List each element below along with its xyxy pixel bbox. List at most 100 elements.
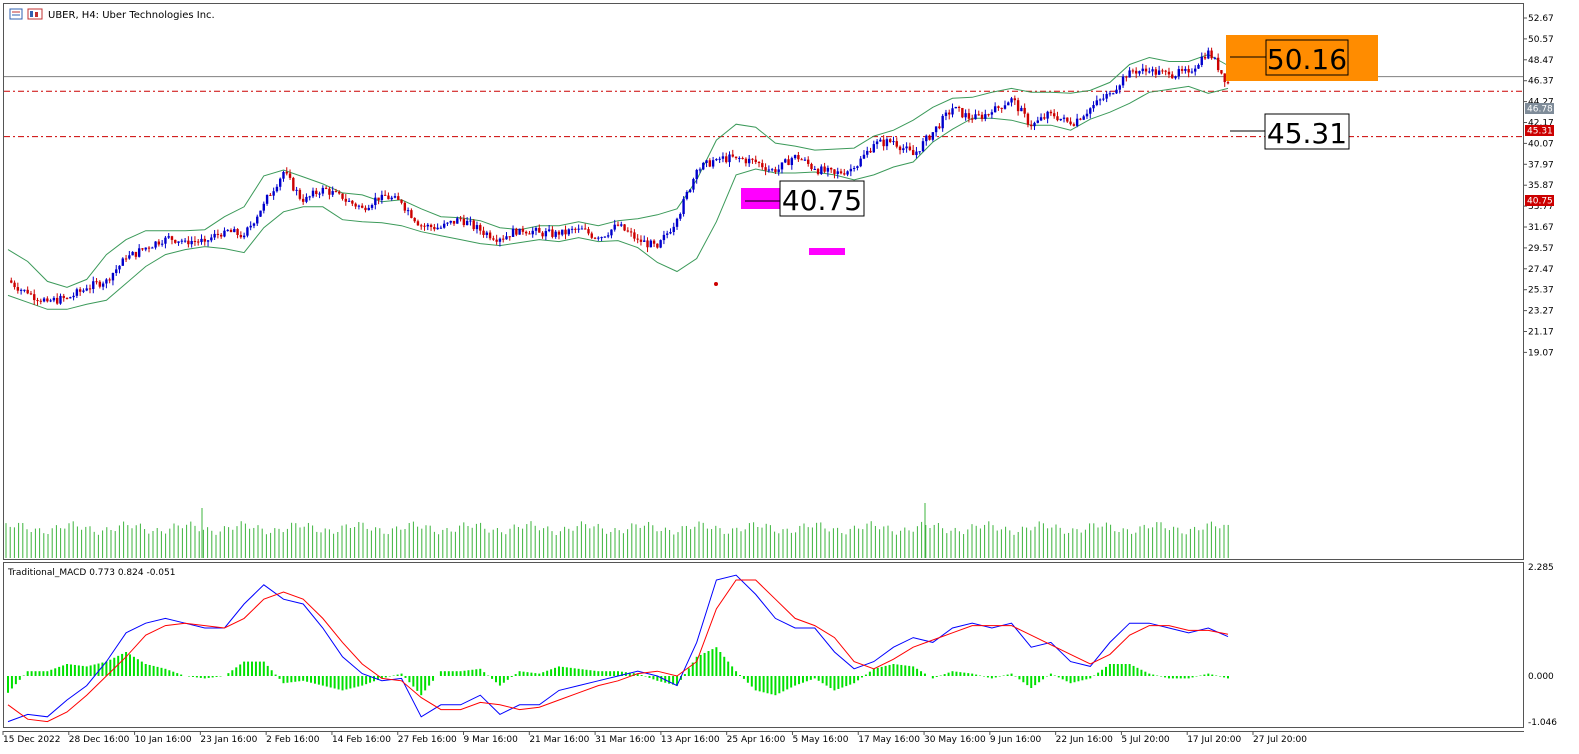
bear-candle [1144, 68, 1148, 72]
bear-candle [216, 233, 220, 235]
bull-candle [1197, 64, 1200, 69]
bull-candle [469, 220, 472, 222]
support-marker [809, 248, 845, 255]
bear-candle [1052, 113, 1056, 117]
bull-candle [144, 247, 147, 250]
bear-candle [980, 114, 984, 119]
bear-candle [970, 118, 974, 120]
bear-candle [997, 106, 1000, 108]
bull-candle [803, 159, 807, 161]
time-tick-label: 27 Jul 20:00 [1253, 735, 1307, 745]
bear-candle [1131, 70, 1135, 72]
bull-candle [597, 237, 600, 239]
bear-candle [623, 224, 626, 231]
bull-candle [390, 197, 393, 200]
bull-candle [475, 225, 479, 230]
bull-candle [1003, 105, 1007, 109]
current-price-tag [1525, 103, 1554, 114]
bull-candle [993, 106, 997, 113]
bear-candle [46, 298, 49, 302]
bear-candle [203, 238, 206, 242]
bull-candle [233, 229, 236, 233]
price-tick-label: 35.87 [1528, 181, 1554, 191]
bear-candle [629, 231, 633, 233]
bull-candle [1010, 98, 1013, 103]
bear-candle [839, 171, 843, 174]
bull-candle [603, 236, 607, 238]
bull-candle [131, 251, 134, 256]
bear-candle [800, 159, 803, 161]
bear-candle [524, 231, 528, 234]
bear-candle [488, 232, 492, 239]
price-tick-label: 33.77 [1528, 202, 1554, 212]
bear-candle [1023, 107, 1026, 114]
macd-main-line [7, 574, 1229, 723]
bear-candle [754, 159, 757, 163]
bull-candle [213, 233, 216, 238]
bull-candle [777, 169, 780, 172]
bear-candle [98, 281, 102, 287]
bear-candle [508, 236, 511, 238]
bear-candle [298, 189, 302, 199]
bull-candle [1157, 70, 1161, 75]
bull-candle [859, 158, 862, 167]
symbol-icon[interactable] [27, 8, 43, 20]
bear-candle [301, 198, 305, 202]
bull-candle [793, 155, 797, 159]
bear-candle [757, 162, 761, 164]
bull-candle [702, 162, 705, 170]
bull-candle [210, 237, 213, 241]
bull-candle [226, 229, 229, 231]
bear-candle [807, 159, 810, 164]
bear-candle [1013, 98, 1017, 101]
bear-candle [364, 207, 367, 211]
bear-candle [751, 158, 754, 160]
bear-candle [590, 233, 593, 238]
time-tick-label: 9 Mar 16:00 [464, 735, 519, 745]
bull-candle [223, 230, 226, 237]
bear-candle [734, 156, 738, 159]
bear-candle [816, 168, 820, 175]
bull-candle [1151, 69, 1154, 72]
bull-candle [721, 156, 725, 159]
bull-candle [790, 158, 794, 166]
bull-candle [1092, 104, 1095, 109]
bull-candle [531, 230, 534, 235]
bull-candle [649, 240, 652, 248]
bear-candle [410, 210, 413, 218]
price-tick-label: 25.37 [1528, 286, 1554, 296]
bull-candle [485, 232, 489, 235]
bear-candle [616, 224, 620, 226]
time-tick-label: 17 Jul 20:00 [1187, 735, 1241, 745]
resistance-price-tag-text: 45.31 [1527, 127, 1553, 137]
bull-candle [577, 228, 580, 230]
bear-candle [731, 154, 734, 157]
macd-signal-line [7, 579, 1229, 723]
bull-candle [19, 289, 23, 291]
resistance-annotation[interactable]: 45.31 [1230, 113, 1350, 150]
bear-candle [967, 113, 971, 119]
bull-candle [872, 144, 876, 153]
bear-candle [898, 146, 902, 151]
time-tick-label: 30 May 16:00 [924, 735, 986, 745]
bull-candle [1118, 85, 1121, 90]
bull-candle [505, 236, 508, 240]
bull-candle [1036, 120, 1039, 123]
support-annotation[interactable]: 40.75 [741, 180, 865, 255]
bull-candle [118, 265, 121, 270]
bull-candle [1039, 117, 1043, 121]
bull-candle [534, 227, 538, 231]
bull-candle [600, 237, 603, 239]
high-annotation[interactable]: 50.16 [1226, 35, 1378, 81]
price-tags: 46.78 45.31 40.75 [1525, 103, 1554, 207]
bull-candle [331, 191, 334, 195]
bull-candle [1177, 69, 1181, 77]
bull-candle [180, 240, 184, 242]
chart-type-icon[interactable] [9, 8, 23, 20]
macd-histogram [7, 647, 1229, 696]
bull-candle [426, 224, 429, 227]
bear-candle [95, 281, 98, 283]
bear-candle [1164, 70, 1167, 72]
bear-candle [65, 297, 69, 299]
